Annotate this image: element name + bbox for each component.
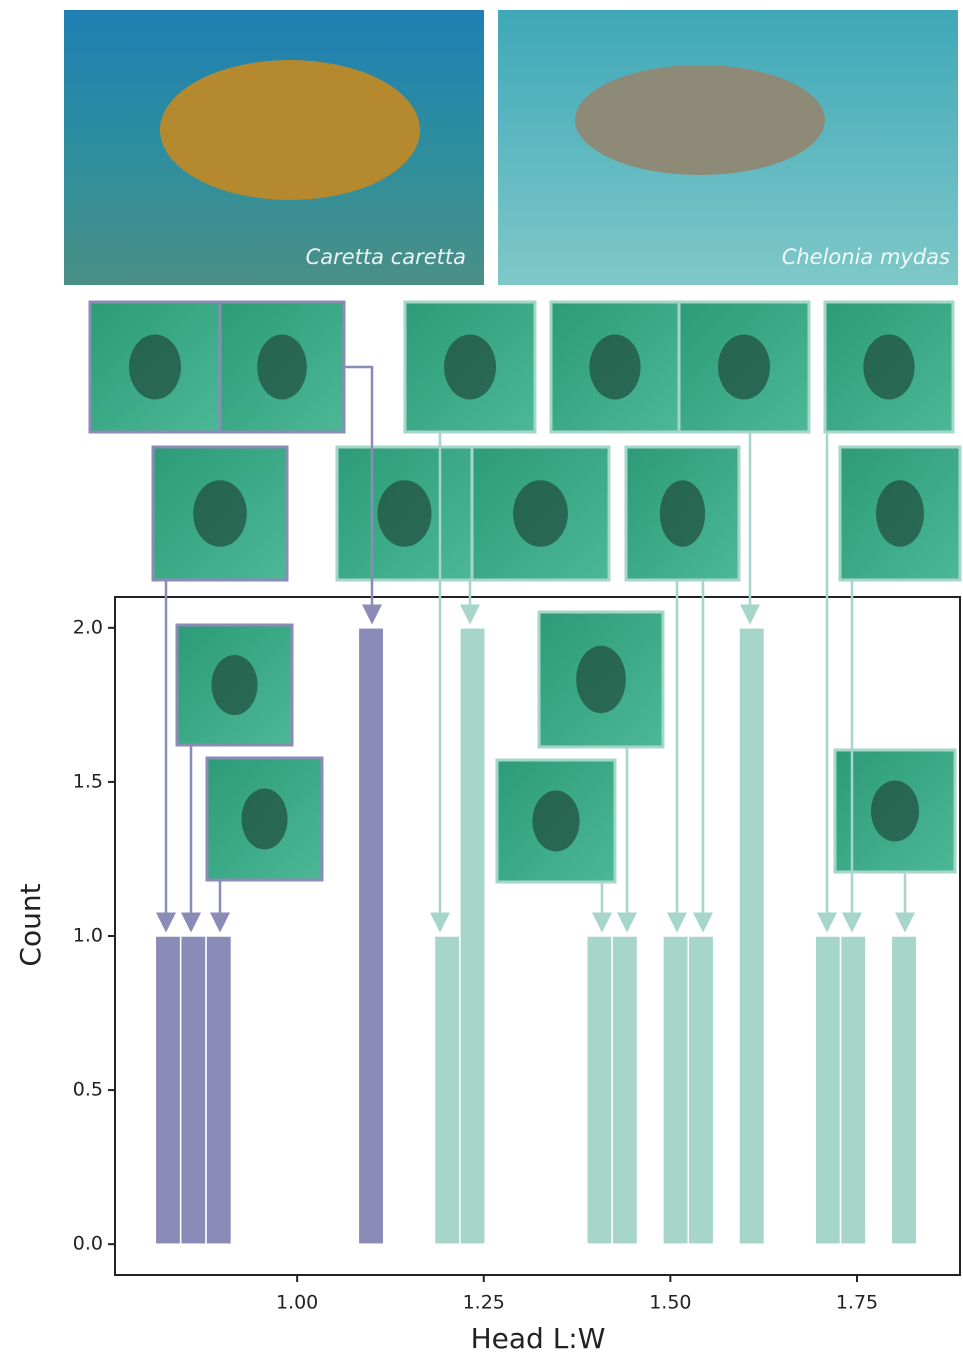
turtle-shape (513, 480, 568, 547)
bar (434, 936, 459, 1244)
bar (155, 936, 180, 1244)
turtle-shape (876, 480, 924, 547)
bar (688, 936, 713, 1244)
turtle-shape (242, 789, 288, 850)
y-tick-label: 1.0 (73, 925, 103, 947)
x-tick-label: 1.00 (276, 1292, 318, 1314)
turtle-shape (257, 335, 307, 400)
photo-overlay (90, 302, 960, 930)
photo-caption: Caretta caretta (306, 245, 466, 269)
turtle-shape (871, 781, 919, 842)
turtle-shape (212, 655, 258, 715)
y-axis-label: Count (14, 883, 47, 966)
x-tick-label: 1.25 (463, 1292, 505, 1314)
bar (739, 628, 764, 1244)
x-tick-label: 1.75 (836, 1292, 878, 1314)
y-tick-label: 2.0 (73, 616, 103, 638)
bar (181, 936, 206, 1244)
turtle-shape (660, 480, 705, 547)
x-tick-label: 1.50 (649, 1292, 691, 1314)
bar (460, 628, 485, 1244)
turtle-shape (160, 60, 420, 200)
turtle-shape (589, 335, 640, 400)
turtle-shape (532, 791, 579, 852)
bar (612, 936, 637, 1244)
y-tick-label: 1.5 (73, 770, 103, 792)
bar (891, 936, 916, 1244)
bar (358, 628, 383, 1244)
bar (815, 936, 840, 1244)
bar (841, 936, 866, 1244)
turtle-shape (576, 646, 626, 714)
turtle-shape (575, 65, 825, 175)
chart: Caretta caretta Chelonia mydas Head L:W … (0, 0, 963, 1362)
photo-caption: Chelonia mydas (782, 245, 950, 269)
turtle-shape (718, 335, 770, 400)
bar (206, 936, 231, 1244)
turtle-shape (378, 480, 432, 547)
turtle-shape (129, 335, 181, 400)
y-tick-label: 0.5 (73, 1079, 103, 1101)
bar (587, 936, 612, 1244)
turtle-shape (444, 335, 496, 400)
turtle-shape (193, 480, 247, 547)
turtle-shape (863, 335, 914, 400)
y-tick-label: 0.0 (73, 1233, 103, 1255)
bar (663, 936, 688, 1244)
x-axis-label: Head L:W (471, 1322, 606, 1355)
